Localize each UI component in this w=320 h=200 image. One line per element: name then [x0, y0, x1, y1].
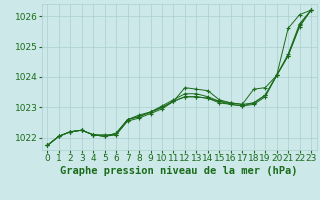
X-axis label: Graphe pression niveau de la mer (hPa): Graphe pression niveau de la mer (hPa): [60, 166, 298, 176]
